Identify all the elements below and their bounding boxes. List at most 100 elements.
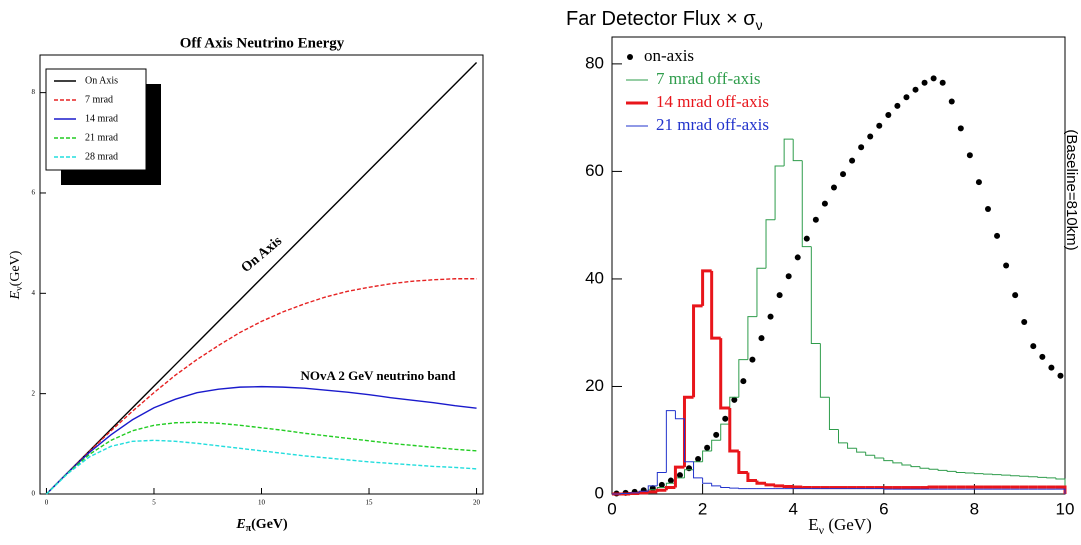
hist-step [791, 485, 803, 489]
scatter-point [1021, 318, 1028, 325]
legend-label: 28 mrad [85, 151, 118, 162]
y-tick-label: 0 [595, 483, 604, 502]
series-line [45, 421, 477, 495]
series-line [45, 62, 478, 495]
y-label-unit: (GeV) [8, 250, 23, 286]
x-tick-label: 15 [366, 499, 374, 507]
scatter-point [676, 472, 683, 479]
hist-step [665, 410, 676, 473]
scatter-point [821, 200, 828, 207]
y-tick-label: 40 [585, 268, 604, 287]
hist-step [755, 480, 767, 485]
x-tick-label: 0 [607, 499, 616, 518]
hist-step [1055, 485, 1067, 494]
legend-label: 7 mrad [85, 94, 113, 105]
y-tick-label: 2 [32, 389, 36, 397]
scatter-point [966, 152, 973, 159]
title-main: Far Detector Flux × σ [566, 8, 756, 30]
legend-label: 21 mrad [85, 132, 118, 143]
scatter-point [785, 273, 792, 280]
hist-step [992, 474, 1002, 476]
y-tick-label: 8 [32, 88, 36, 96]
hist-step [847, 442, 857, 449]
scatter-point [849, 157, 856, 164]
hist-step [702, 477, 712, 484]
scatter-point [939, 79, 946, 86]
hist-step [738, 488, 748, 490]
hist-step [683, 469, 694, 478]
legend-box [45, 68, 147, 171]
hist-step [628, 491, 640, 495]
hist-step [1001, 474, 1011, 476]
hist-step [973, 473, 984, 475]
hist-step [728, 407, 739, 453]
hist-step [683, 418, 694, 463]
scatter-point [794, 254, 801, 261]
hist-step [737, 450, 748, 474]
scatter-point [803, 235, 810, 242]
y-tick-label: 0 [32, 490, 36, 498]
scatter-point [1003, 262, 1010, 269]
hist-step [955, 471, 966, 473]
hist-step [674, 410, 685, 420]
scatter-point [667, 477, 674, 484]
scatter-point [903, 94, 910, 101]
x-axis-label: Eν (GeV) [808, 515, 872, 537]
x-tick-label: 8 [970, 499, 979, 518]
y-tick-label: 80 [585, 53, 604, 72]
hist-step [927, 485, 939, 489]
hist-step [874, 455, 884, 459]
hist-step [919, 466, 930, 469]
hist-step [646, 490, 658, 494]
hist-step [838, 429, 848, 444]
hist-step [693, 461, 703, 470]
hist-step [782, 484, 794, 488]
hist-step [901, 462, 911, 466]
hist-step [692, 304, 703, 398]
scatter-point [749, 356, 756, 363]
scatter-point [921, 79, 928, 86]
hist-step [883, 488, 893, 490]
hist-step [1046, 477, 1056, 479]
y-axis-label: Eν(GeV) [8, 250, 25, 300]
hist-step [910, 464, 921, 468]
hist-step [937, 469, 948, 471]
hist-step [664, 486, 676, 491]
x-tick-label: 2 [698, 499, 707, 518]
chart-title: Off Axis Neutrino Energy [180, 35, 345, 51]
scatter-point [1030, 343, 1037, 350]
legend-label: 14 mrad [85, 113, 118, 124]
hist-step [892, 460, 902, 464]
hist-step [711, 439, 721, 451]
hist-step [810, 246, 821, 344]
scatter-point [957, 125, 964, 132]
scatter-point [885, 111, 892, 118]
hist-step [747, 316, 757, 360]
hist-step [946, 470, 957, 472]
x-axis-label: Eπ(GeV) [235, 517, 288, 534]
hist-step [673, 465, 685, 488]
hist-step [828, 397, 839, 430]
x-tick-label: 0 [45, 499, 49, 507]
scatter-point [722, 415, 729, 422]
hist-step [719, 338, 730, 410]
hist-step [738, 359, 748, 398]
hist-step [701, 269, 712, 306]
hist-step [1055, 488, 1066, 494]
scatter-point [994, 232, 1001, 239]
hist-step [928, 468, 939, 470]
chart-title: Far Detector Flux × σν [566, 8, 763, 32]
scatter-point [984, 206, 991, 213]
annotation: (Baseline=810km) [1063, 129, 1080, 250]
legend-swatch [627, 54, 633, 60]
hist-step [800, 486, 812, 490]
scatter-point [812, 216, 819, 223]
hist-step [801, 160, 812, 248]
hist-step [774, 165, 785, 220]
hist-step [729, 487, 739, 489]
hist-step [702, 450, 712, 462]
x-tick-label: 20 [473, 499, 481, 507]
y-label-base: E [8, 290, 23, 300]
y-tick-label: 60 [585, 161, 604, 180]
